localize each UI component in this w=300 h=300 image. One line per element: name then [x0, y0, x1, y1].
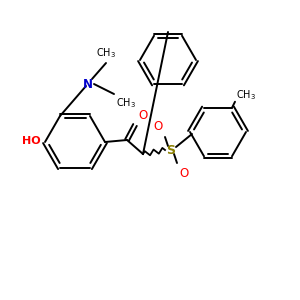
Text: N: N [83, 77, 93, 91]
Text: O: O [179, 167, 188, 180]
Text: HO: HO [22, 136, 41, 146]
Text: CH$_3$: CH$_3$ [236, 88, 256, 102]
Text: CH$_3$: CH$_3$ [96, 46, 116, 60]
Text: S: S [167, 143, 176, 157]
Text: O: O [154, 120, 163, 133]
Text: O: O [138, 109, 147, 122]
Text: CH$_3$: CH$_3$ [116, 96, 136, 110]
